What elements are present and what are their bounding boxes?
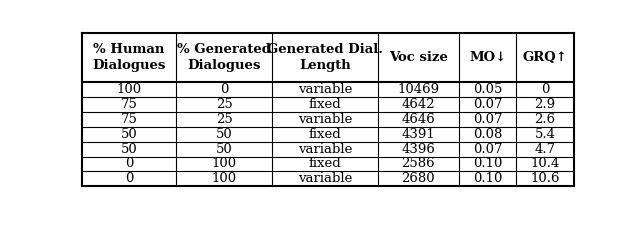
Text: 50: 50 (216, 143, 232, 156)
Text: 2.6: 2.6 (534, 113, 556, 126)
Text: 0.07: 0.07 (473, 143, 502, 156)
Text: 50: 50 (216, 128, 232, 141)
Text: 0.08: 0.08 (473, 128, 502, 141)
Text: 4391: 4391 (401, 128, 435, 141)
Text: 4646: 4646 (401, 113, 435, 126)
Text: GRQ↑: GRQ↑ (522, 51, 567, 64)
Text: 100: 100 (211, 172, 237, 185)
Text: 2586: 2586 (401, 157, 435, 171)
Text: 50: 50 (121, 128, 138, 141)
Text: 50: 50 (121, 143, 138, 156)
Text: MO↓: MO↓ (469, 51, 506, 64)
Text: 0: 0 (125, 172, 133, 185)
Text: 0: 0 (541, 83, 549, 96)
Text: 0.07: 0.07 (473, 98, 502, 111)
Text: variable: variable (298, 113, 352, 126)
Text: 10.6: 10.6 (530, 172, 559, 185)
Text: 4396: 4396 (401, 143, 435, 156)
Text: 0.07: 0.07 (473, 113, 502, 126)
Text: fixed: fixed (308, 157, 341, 171)
Text: 75: 75 (121, 98, 138, 111)
Text: 0: 0 (220, 83, 228, 96)
Text: 2680: 2680 (401, 172, 435, 185)
Text: 4642: 4642 (401, 98, 435, 111)
Text: 10.4: 10.4 (530, 157, 559, 171)
Text: Generated Dial.
Length: Generated Dial. Length (267, 43, 383, 72)
Text: % Generated
Dialogues: % Generated Dialogues (177, 43, 271, 72)
Text: 10469: 10469 (397, 83, 440, 96)
Text: 75: 75 (121, 113, 138, 126)
Text: 0.10: 0.10 (473, 172, 502, 185)
Text: 2.9: 2.9 (534, 98, 556, 111)
Text: 0: 0 (125, 157, 133, 171)
Text: % Human
Dialogues: % Human Dialogues (93, 43, 166, 72)
Text: Voc size: Voc size (389, 51, 448, 64)
Text: variable: variable (298, 143, 352, 156)
Text: fixed: fixed (308, 98, 341, 111)
Text: variable: variable (298, 83, 352, 96)
Text: 25: 25 (216, 98, 232, 111)
Text: variable: variable (298, 172, 352, 185)
Text: fixed: fixed (308, 128, 341, 141)
Text: 0.10: 0.10 (473, 157, 502, 171)
Text: 100: 100 (211, 157, 237, 171)
Text: 25: 25 (216, 113, 232, 126)
Text: 0.05: 0.05 (473, 83, 502, 96)
Text: 5.4: 5.4 (534, 128, 556, 141)
Text: 4.7: 4.7 (534, 143, 556, 156)
Text: 100: 100 (116, 83, 141, 96)
